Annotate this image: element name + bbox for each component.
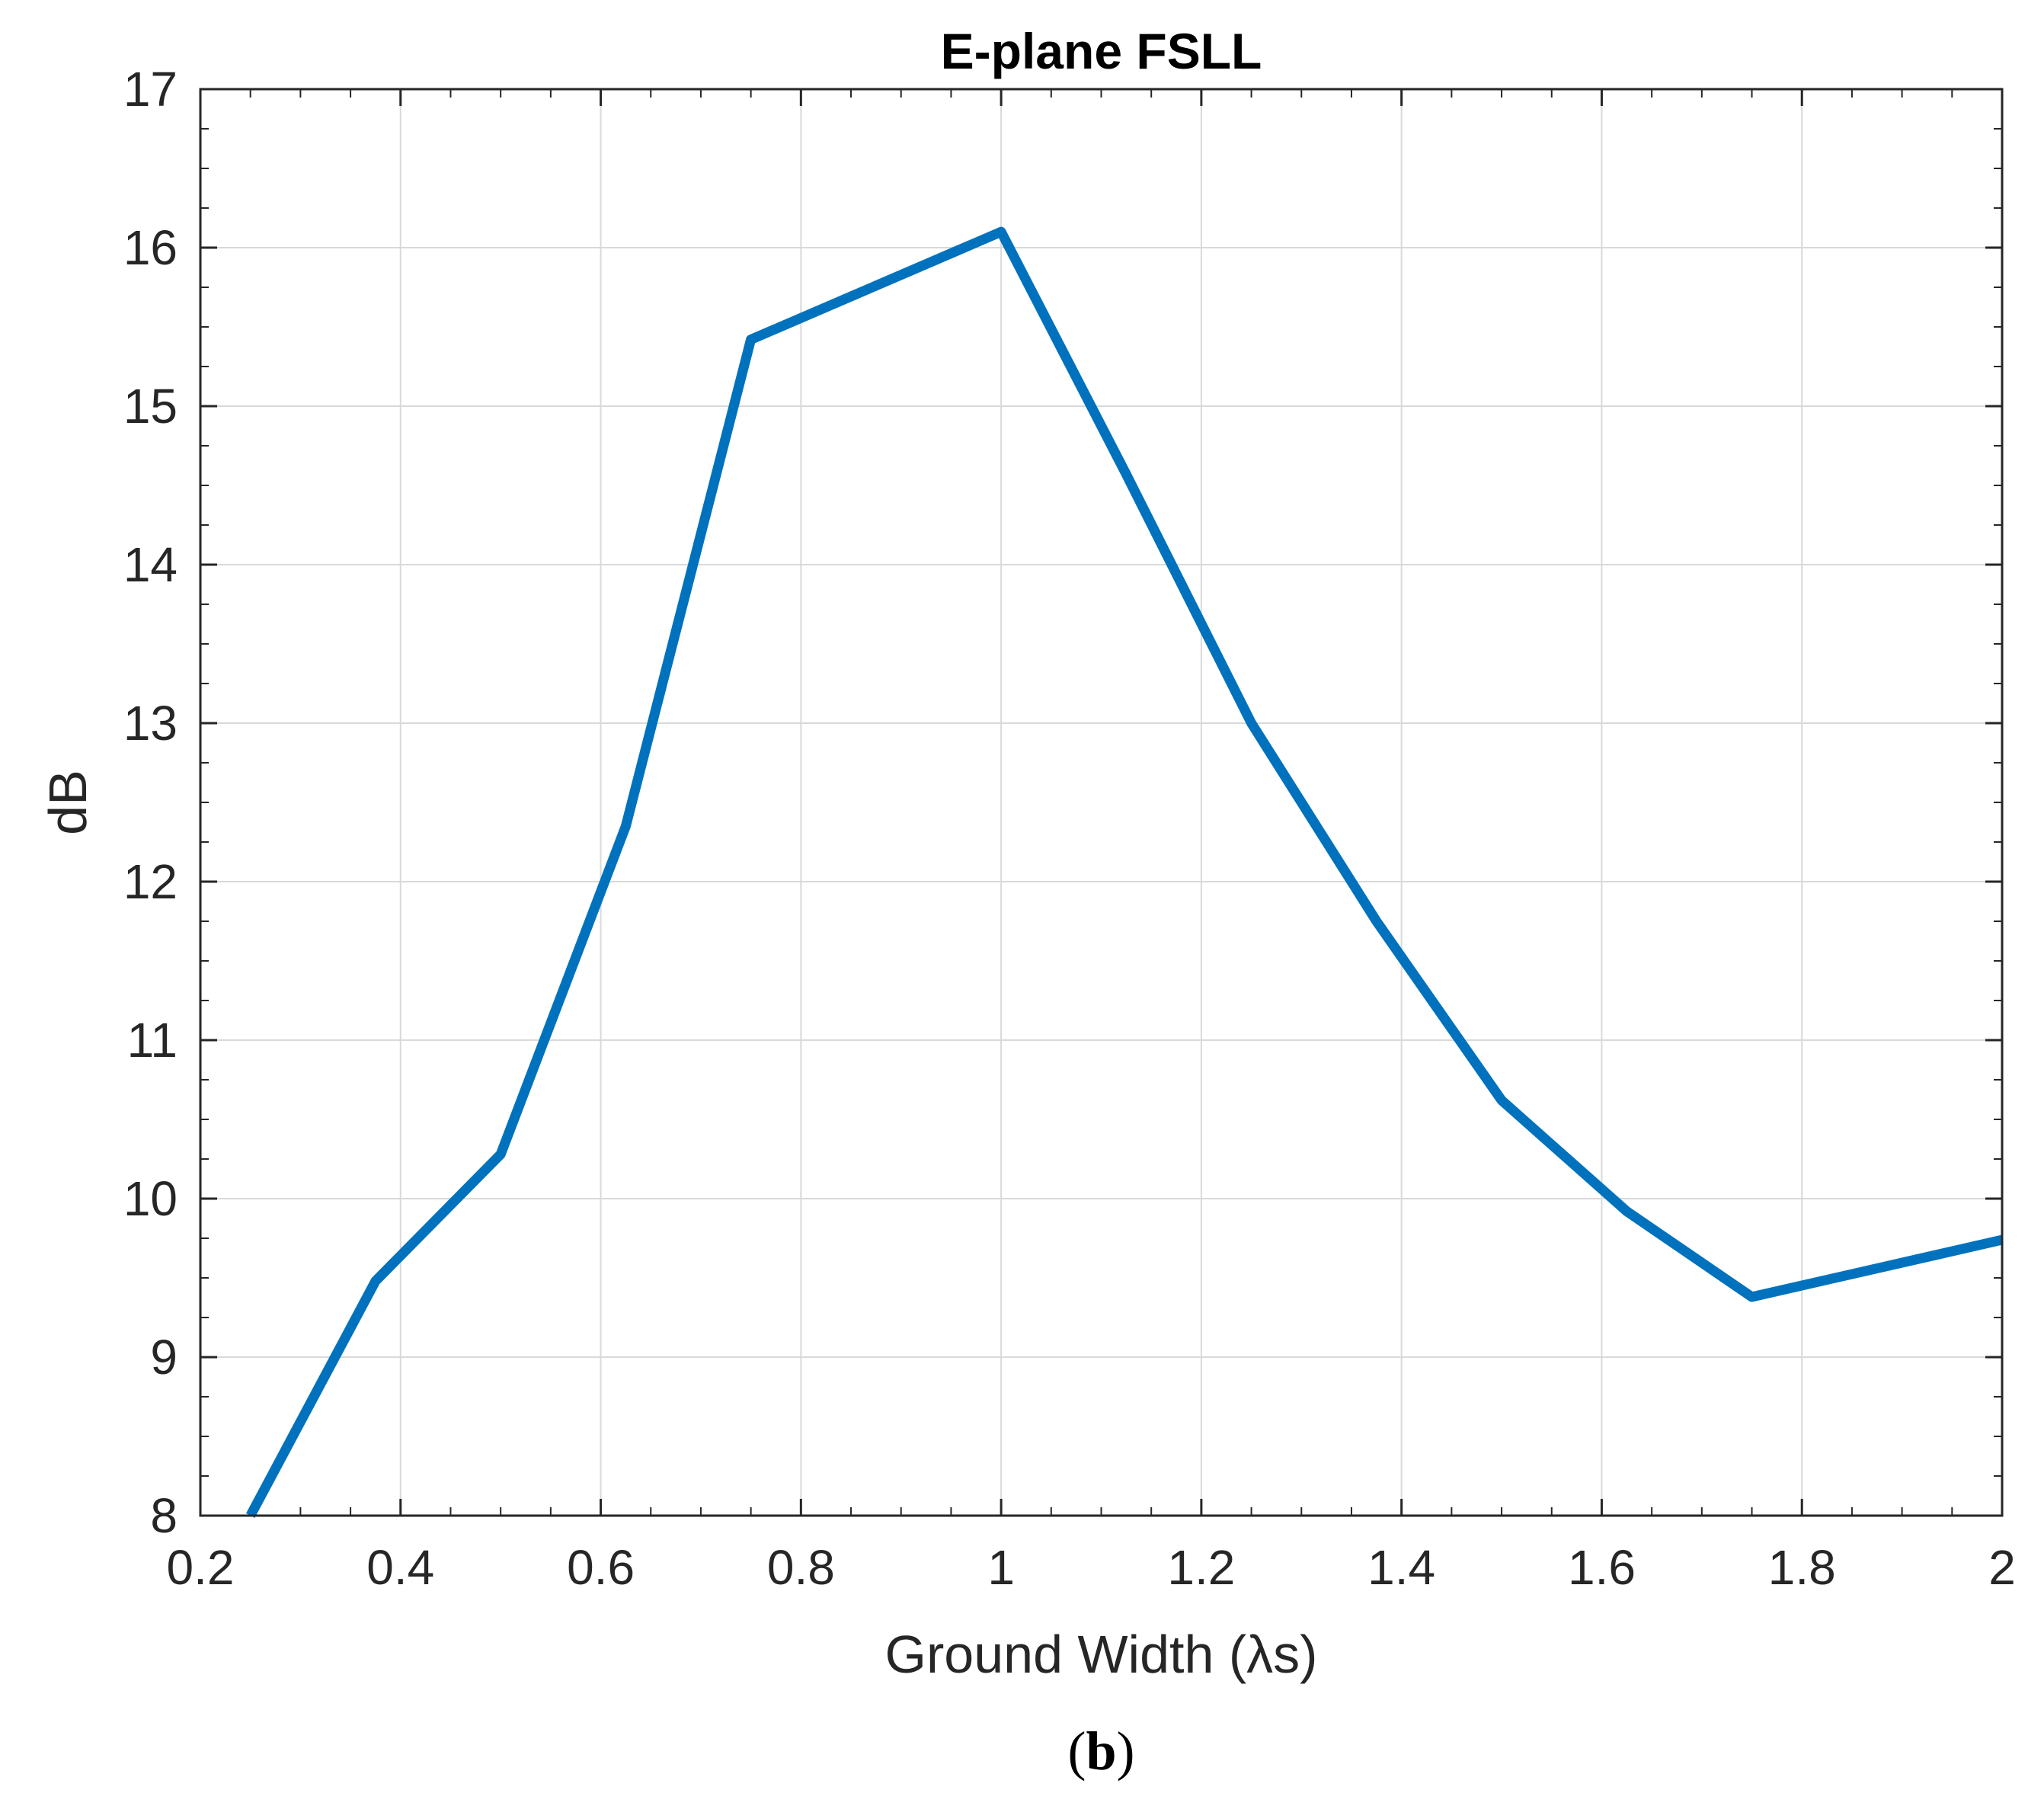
plot-area bbox=[200, 89, 2002, 1516]
y-tick-label: 17 bbox=[123, 62, 178, 117]
y-tick-label: 12 bbox=[123, 854, 178, 909]
x-tick-label: 0.8 bbox=[767, 1540, 835, 1595]
caption-letter: b bbox=[1086, 1721, 1116, 1782]
y-tick-label: 15 bbox=[123, 379, 178, 434]
x-tick-label: 1.8 bbox=[1768, 1540, 1836, 1595]
y-tick-label: 8 bbox=[150, 1488, 178, 1543]
y-tick-label: 9 bbox=[150, 1330, 178, 1385]
minor-ticks bbox=[200, 89, 2002, 1516]
caption-open-paren: ( bbox=[1067, 1721, 1086, 1782]
x-axis-label: Ground Width (λs) bbox=[885, 1625, 1318, 1684]
y-tick-labels: 8 9 10 11 12 13 14 15 16 17 bbox=[123, 62, 178, 1543]
y-tick-label: 11 bbox=[127, 1013, 178, 1068]
caption-close-paren: ) bbox=[1117, 1721, 1135, 1782]
x-tick-label: 1.4 bbox=[1367, 1540, 1435, 1595]
axes-frame bbox=[199, 88, 2004, 1517]
y-tick-label: 14 bbox=[123, 537, 178, 592]
series-line bbox=[245, 226, 2004, 1519]
y-tick-label: 10 bbox=[123, 1171, 178, 1226]
x-tick-label: 2 bbox=[1988, 1540, 2016, 1595]
x-tick-label: 1 bbox=[987, 1540, 1015, 1595]
y-tick-label: 16 bbox=[123, 220, 178, 275]
y-tick-label: 13 bbox=[123, 696, 178, 751]
x-tick-labels: 0.2 0.4 0.6 0.8 1 1.2 1.4 1.6 1.8 2 bbox=[167, 1540, 2016, 1595]
figure-caption: (b) bbox=[1067, 1721, 1134, 1782]
x-tick-label: 1.2 bbox=[1167, 1540, 1235, 1595]
chart-title: E-plane FSLL bbox=[941, 23, 1262, 79]
series-layer bbox=[245, 226, 2004, 1519]
y-axis-label: dB bbox=[38, 770, 98, 835]
x-tick-label: 1.6 bbox=[1568, 1540, 1636, 1595]
x-tick-label: 0.2 bbox=[167, 1540, 235, 1595]
x-tick-label: 0.6 bbox=[567, 1540, 635, 1595]
x-tick-label: 0.4 bbox=[366, 1540, 434, 1595]
